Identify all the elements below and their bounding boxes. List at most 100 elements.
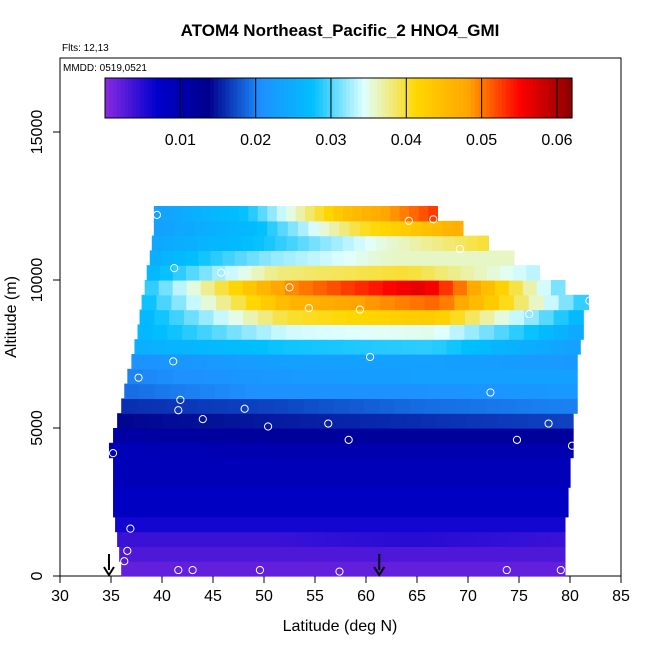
heatmap-cell <box>170 442 187 459</box>
colorbar-tick-label: 0.04 <box>391 132 422 149</box>
heatmap-cell <box>535 546 551 562</box>
heatmap-cell <box>267 220 279 237</box>
heatmap-cell <box>177 413 194 429</box>
heatmap-cell <box>534 516 551 533</box>
colorbar-segment <box>284 78 289 118</box>
arrow-marker <box>373 554 386 577</box>
heatmap-cell <box>573 294 589 311</box>
heatmap-cell <box>149 250 163 266</box>
colorbar-segment <box>404 78 410 118</box>
heatmap-cell <box>404 428 421 444</box>
heatmap-cell <box>490 546 507 562</box>
heatmap-cell <box>553 324 569 340</box>
colorbar-segment <box>182 78 188 118</box>
colorbar: 0.01 0.02 0.03 0.04 0.05 0.06 <box>104 77 573 149</box>
heatmap-cell <box>268 339 284 355</box>
colorbar-segment <box>108 78 114 118</box>
heatmap-cell <box>251 428 267 444</box>
heatmap-cell <box>208 413 225 429</box>
sample-point <box>120 557 129 566</box>
colorbar-segment <box>389 78 394 118</box>
heatmap-cell <box>264 235 276 251</box>
heatmap-cell <box>200 280 216 296</box>
heatmap-cell <box>434 265 449 281</box>
colorbar-segment <box>548 78 554 118</box>
sample-point <box>255 565 265 575</box>
heatmap-cell <box>151 398 168 414</box>
colorbar-segment <box>544 78 550 118</box>
heatmap-cell <box>238 206 249 222</box>
heatmap-cell <box>324 354 341 370</box>
heatmap-cell <box>265 516 281 533</box>
heatmap-cell <box>284 413 301 429</box>
heatmap-cell <box>288 398 305 414</box>
colorbar-segment <box>237 78 242 118</box>
heatmap-cell <box>466 413 483 429</box>
heatmap-cell <box>294 354 311 370</box>
heatmap-cell <box>387 339 403 355</box>
heatmap-cell <box>331 235 344 251</box>
heatmap-cell <box>335 383 352 399</box>
heatmap-cell <box>262 368 278 385</box>
heatmap-cell <box>159 265 174 281</box>
y-tick-label: 5000 <box>29 410 46 446</box>
heatmap-cell <box>158 487 175 518</box>
heatmap-cell <box>312 546 328 562</box>
heatmap-cell <box>326 457 343 488</box>
colorbar-segment <box>178 78 184 118</box>
x-tick-label: 55 <box>306 588 324 605</box>
heatmap-cell <box>198 309 215 325</box>
heatmap-cell <box>305 383 322 399</box>
heatmap-cell <box>345 324 361 340</box>
heatmap-cell <box>416 250 430 266</box>
heatmap-cell <box>272 309 289 325</box>
colorbar-segment <box>451 78 456 118</box>
heatmap-cell <box>474 516 491 533</box>
heatmap-cell <box>364 294 381 311</box>
heatmap-cell <box>402 442 419 459</box>
heatmap-cell <box>539 457 556 488</box>
heatmap-cell <box>507 487 524 518</box>
heatmap-cell <box>438 280 454 296</box>
heatmap-cell <box>487 265 501 281</box>
heatmap-cell <box>247 368 263 385</box>
sample-point <box>324 419 333 428</box>
sample-point <box>512 435 522 444</box>
heatmap-cell <box>205 354 222 370</box>
heatmap-cell <box>205 516 221 533</box>
heatmap-cell <box>185 235 198 251</box>
heatmap-cell <box>342 235 355 251</box>
heatmap-cell <box>424 280 440 296</box>
heatmap-cell <box>537 487 554 518</box>
heatmap-cell <box>277 265 292 281</box>
heatmap-cell <box>162 413 179 429</box>
sample-point <box>455 244 464 254</box>
heatmap-cell <box>250 457 266 488</box>
heatmap-cell <box>307 368 323 385</box>
colorbar-segment <box>280 78 285 118</box>
heatmap-cell <box>312 339 329 355</box>
heatmap-cell <box>409 294 426 311</box>
sample-point <box>217 268 226 277</box>
colorbar-segment <box>564 78 569 118</box>
sample-point <box>134 373 143 382</box>
heatmap-cell <box>390 324 406 340</box>
heatmap-cell <box>146 265 161 281</box>
heatmap-cell <box>235 354 251 370</box>
heatmap-cell <box>283 339 299 355</box>
heatmap-cell <box>361 206 372 222</box>
heatmap-cell <box>210 250 224 266</box>
heatmap-cell <box>356 250 369 266</box>
heatmap-cell <box>246 220 258 237</box>
heatmap-cell <box>169 309 185 325</box>
heatmap-cell <box>373 428 390 444</box>
heatmap-cell <box>201 294 217 311</box>
heatmap-cell <box>290 383 307 399</box>
heatmap-cell <box>185 265 200 281</box>
heatmap-cell <box>527 428 543 444</box>
heatmap-cell <box>513 294 530 311</box>
heatmap-cell <box>214 383 231 399</box>
heatmap-cell <box>387 561 403 577</box>
heatmap-cell <box>223 413 240 429</box>
